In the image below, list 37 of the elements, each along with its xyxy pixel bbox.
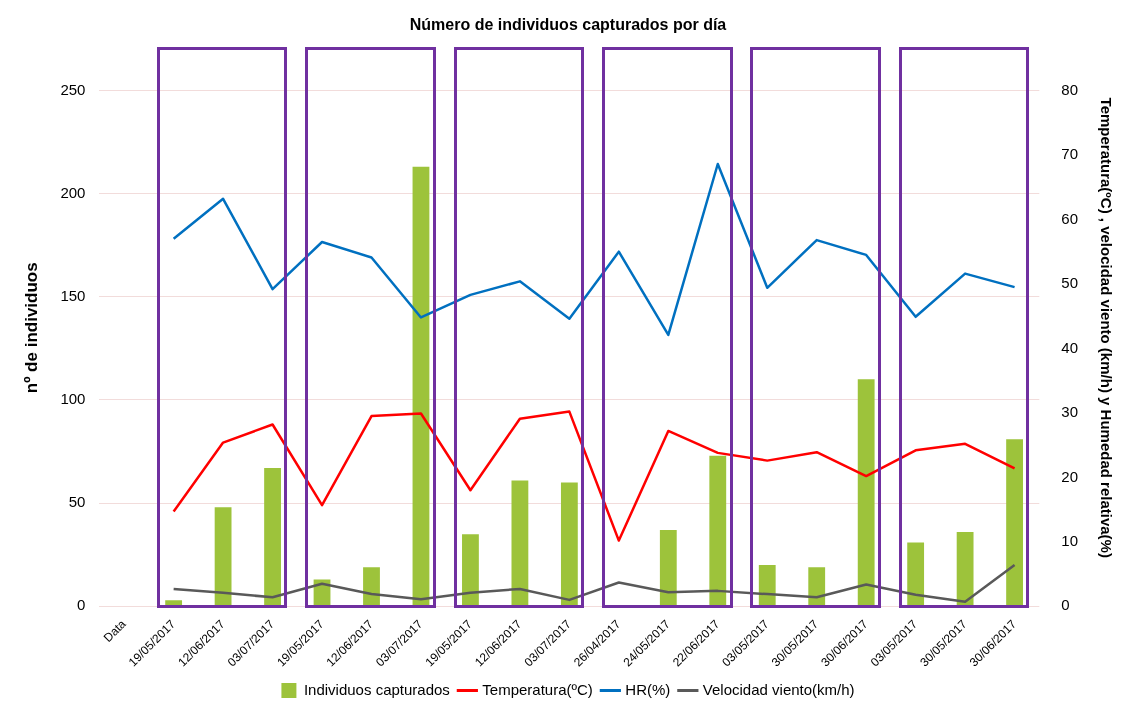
bar (264, 468, 281, 606)
bar (412, 166, 430, 606)
y2-tick-label: 60 (1061, 209, 1078, 227)
y2-tick-label: 80 (1061, 80, 1078, 98)
y2-tick-label: 20 (1061, 467, 1078, 485)
y2-tick-label: 70 (1061, 145, 1078, 163)
y2-tick-label: 50 (1061, 274, 1078, 292)
bar (758, 565, 776, 606)
y2-tick-label: 40 (1061, 338, 1078, 356)
y2-tick-label: 10 (1061, 532, 1078, 550)
chart-title: Número de individuos capturados por día (409, 16, 727, 34)
bar (511, 480, 529, 606)
bar (709, 455, 727, 606)
y-tick-label: 150 (60, 286, 86, 304)
legend-label: Velocidad viento(km/h) (702, 680, 855, 698)
legend-label: HR(%) (625, 680, 671, 698)
bar (214, 507, 232, 606)
y-tick-label: 200 (60, 183, 86, 201)
bar (857, 379, 875, 606)
bar (907, 542, 925, 606)
legend-label: Individuos capturados (303, 680, 450, 698)
bar (808, 567, 826, 606)
y-tick-label: 0 (77, 596, 86, 614)
bar (1006, 439, 1023, 606)
y-tick-label: 250 (60, 80, 86, 98)
bar (659, 530, 677, 606)
bar (560, 482, 578, 606)
y2-tick-label: 0 (1061, 596, 1070, 614)
bar (462, 534, 479, 606)
y2-axis-title: Temperatura(ºC) , velocidad viento (km/h) y Humedad relativa(%) (1097, 97, 1115, 558)
y-axis-title: nº de individuos (21, 262, 41, 394)
y2-tick-label: 30 (1061, 403, 1078, 421)
legend-label: Temperatura(ºC) (482, 680, 593, 698)
bar (363, 567, 380, 606)
bar (956, 532, 974, 606)
y-tick-label: 100 (60, 390, 86, 408)
y-tick-label: 50 (68, 493, 86, 511)
